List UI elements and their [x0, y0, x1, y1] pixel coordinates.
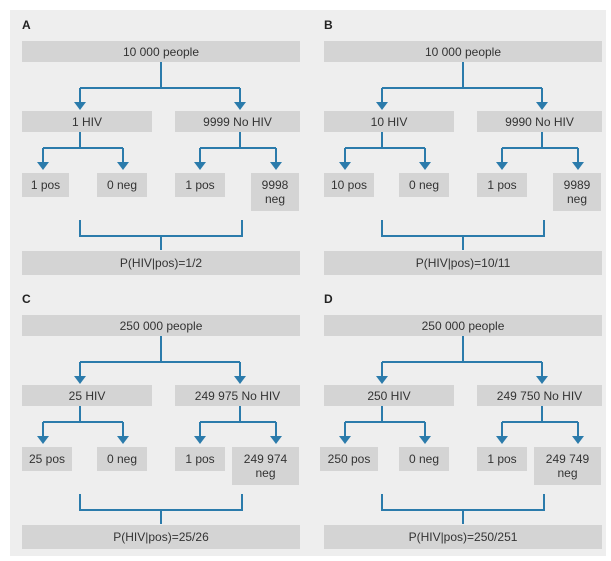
root-box: 250 000 people	[324, 315, 602, 336]
tree-connectors	[339, 336, 584, 524]
result-box: P(HIV|pos)=250/251	[324, 525, 602, 549]
tree-connectors	[37, 62, 282, 250]
hiv-group-box: 25 HIV	[22, 385, 152, 406]
root-box: 250 000 people	[22, 315, 300, 336]
no-hiv-group-box: 249 975 No HIV	[175, 385, 300, 406]
figure: A 10 000 people 1 HIV 9999 No HIV 1 pos …	[10, 10, 606, 556]
leaf-box: 0 neg	[399, 447, 449, 471]
leaf-box: 1 pos	[477, 447, 527, 471]
result-box: P(HIV|pos)=1/2	[22, 251, 300, 275]
leaf-box: 0 neg	[97, 173, 147, 197]
panel-label: D	[324, 292, 333, 306]
leaf-box: 1 pos	[22, 173, 69, 197]
panel-b: B 10 000 people 10 HIV 9990 No HIV 10 po…	[312, 10, 611, 282]
leaf-box: 1 pos	[175, 447, 225, 471]
leaf-box: 0 neg	[97, 447, 147, 471]
root-box: 10 000 people	[324, 41, 602, 62]
panel-c: C 250 000 people 25 HIV 249 975 No HIV 2…	[10, 284, 312, 556]
root-box: 10 000 people	[22, 41, 300, 62]
no-hiv-group-box: 249 750 No HIV	[477, 385, 602, 406]
leaf-box: 9989 neg	[553, 173, 601, 211]
leaf-box: 250 pos	[320, 447, 378, 471]
leaf-box: 1 pos	[477, 173, 527, 197]
panel-label: C	[22, 292, 31, 306]
leaf-box: 10 pos	[324, 173, 374, 197]
result-box: P(HIV|pos)=10/11	[324, 251, 602, 275]
leaf-box: 9998 neg	[251, 173, 299, 211]
panel-label: B	[324, 18, 333, 32]
hiv-group-box: 250 HIV	[324, 385, 454, 406]
hiv-group-box: 10 HIV	[324, 111, 454, 132]
panel-a: A 10 000 people 1 HIV 9999 No HIV 1 pos …	[10, 10, 312, 282]
leaf-box: 25 pos	[22, 447, 72, 471]
result-box: P(HIV|pos)=25/26	[22, 525, 300, 549]
leaf-box: 249 749 neg	[534, 447, 601, 485]
leaf-box: 1 pos	[175, 173, 225, 197]
leaf-box: 249 974 neg	[232, 447, 299, 485]
panel-d: D 250 000 people 250 HIV 249 750 No HIV …	[312, 284, 611, 556]
leaf-box: 0 neg	[399, 173, 449, 197]
tree-connectors	[339, 62, 584, 250]
hiv-group-box: 1 HIV	[22, 111, 152, 132]
no-hiv-group-box: 9999 No HIV	[175, 111, 300, 132]
tree-connectors	[37, 336, 282, 524]
no-hiv-group-box: 9990 No HIV	[477, 111, 602, 132]
panel-label: A	[22, 18, 31, 32]
